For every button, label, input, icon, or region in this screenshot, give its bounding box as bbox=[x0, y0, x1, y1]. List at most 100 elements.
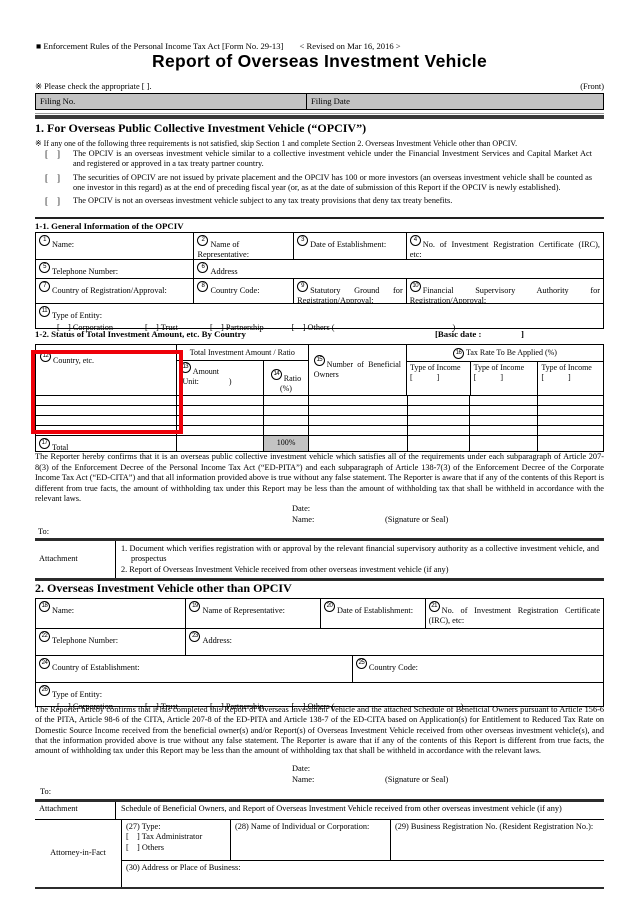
section2-heading: 2. Overseas Investment Vehicle other tha… bbox=[35, 581, 292, 595]
amount-cell[interactable] bbox=[176, 396, 263, 405]
filing-date-field[interactable]: Filing Date bbox=[306, 94, 603, 109]
entity-trust-checkbox[interactable]: [ ] Trust bbox=[145, 702, 178, 712]
total-label-cell: 17 Total bbox=[36, 436, 176, 451]
tax-rate-cell[interactable] bbox=[469, 406, 537, 415]
circled-number: 2 bbox=[197, 235, 209, 246]
to-label[interactable]: To: bbox=[38, 527, 50, 536]
attachment-row: Attachment Schedule of Beneficial Owners… bbox=[35, 802, 604, 819]
income-type-bracket[interactable]: [ ] bbox=[473, 373, 503, 382]
entity-partnership-checkbox[interactable]: [ ] Partnership bbox=[209, 702, 264, 712]
establishment-date-field[interactable]: 20 Date of Establishment: bbox=[320, 599, 425, 628]
name-label[interactable]: Name: bbox=[292, 515, 315, 524]
name-field[interactable]: 1 Name: bbox=[36, 233, 193, 259]
country-code-field[interactable]: 25 Country Code: bbox=[351, 656, 603, 682]
name-label[interactable]: Name: bbox=[292, 775, 315, 784]
name-field[interactable]: 18 Name: bbox=[36, 599, 185, 628]
statutory-ground-field[interactable]: 9 Statutory Ground for Registration/Appro… bbox=[293, 279, 406, 303]
ratio-cell[interactable] bbox=[263, 416, 308, 425]
irc-number-field[interactable]: 4 No. of Investment Registration Certific… bbox=[405, 233, 603, 259]
column-label: Tax Rate To Be Applied (%) bbox=[466, 348, 557, 357]
representative-field[interactable]: 19 Name of Representative: bbox=[185, 599, 320, 628]
business-registration-field[interactable]: (29) Business Registration No. (Resident… bbox=[390, 820, 604, 860]
owners-cell[interactable] bbox=[308, 406, 407, 415]
entity-corporation-checkbox[interactable]: [ ] Corporation bbox=[57, 323, 113, 333]
total-tax-cell[interactable] bbox=[537, 436, 603, 451]
entity-partnership-checkbox[interactable]: [ ] Partnership bbox=[209, 323, 264, 333]
owners-cell[interactable] bbox=[308, 416, 407, 425]
basic-date-field[interactable]: [Basic date : ] bbox=[435, 329, 524, 339]
representative-field[interactable]: 2 Name of Representative: bbox=[193, 233, 293, 259]
establishment-country-field[interactable]: 24 Country of Establishment: bbox=[36, 656, 352, 682]
section2-confirmation-text: The Reporter hereby confirms that it has… bbox=[35, 705, 604, 756]
investment-status-table: 12 Country, etc. Total Investment Amount … bbox=[35, 344, 604, 452]
date-label[interactable]: Date: bbox=[292, 504, 311, 513]
establishment-date-field[interactable]: 3 Date of Establishment: bbox=[293, 233, 406, 259]
entity-trust-checkbox[interactable]: [ ] Trust bbox=[145, 323, 178, 333]
signature-label: (Signature or Seal) bbox=[385, 515, 449, 524]
tax-rate-cell[interactable] bbox=[406, 426, 470, 435]
tax-rate-cell[interactable] bbox=[537, 416, 603, 425]
registration-country-field[interactable]: 7 Country of Registration/Approval: bbox=[36, 279, 193, 303]
filing-no-field[interactable]: Filing No. bbox=[40, 96, 76, 106]
form-reference-line: ■ Enforcement Rules of the Personal Inco… bbox=[36, 41, 401, 52]
circled-number: 5 bbox=[39, 262, 50, 273]
tax-rate-cell[interactable] bbox=[469, 396, 537, 405]
tax-rate-cell[interactable] bbox=[469, 416, 537, 425]
signature-label: (Signature or Seal) bbox=[385, 775, 449, 784]
tax-rate-cell[interactable] bbox=[406, 406, 470, 415]
to-label[interactable]: To: bbox=[40, 787, 52, 796]
others-checkbox[interactable]: [ ] Others bbox=[126, 842, 165, 852]
telephone-field[interactable]: 5 Telephone Number: bbox=[36, 260, 193, 278]
section1-2-heading: 1-2. Status of Total Investment Amount, … bbox=[35, 329, 246, 339]
date-label[interactable]: Date: bbox=[292, 764, 311, 773]
requirement3-text: The OPCIV is not an overseas investment … bbox=[73, 196, 453, 206]
total-tax-cell[interactable] bbox=[469, 436, 537, 451]
total-tax-cell[interactable] bbox=[406, 436, 470, 451]
country-code-field[interactable]: 8 Country Code: bbox=[193, 279, 293, 303]
owners-cell[interactable] bbox=[308, 426, 407, 435]
requirement1-checkbox[interactable]: [ ] bbox=[45, 149, 60, 159]
owners-cell[interactable] bbox=[308, 396, 407, 405]
total-investment-header: Total Investment Amount / Ratio bbox=[176, 345, 308, 361]
tax-rate-cell[interactable] bbox=[406, 396, 470, 405]
entity-corporation-checkbox[interactable]: [ ] Corporation bbox=[57, 702, 113, 712]
tax-rate-cell[interactable] bbox=[537, 406, 603, 415]
amount-cell[interactable] bbox=[176, 426, 263, 435]
address-field[interactable]: 6 Address bbox=[193, 260, 603, 278]
section1-2-heading-row: 1-2. Status of Total Investment Amount, … bbox=[35, 329, 604, 340]
amount-unit[interactable]: (Unit: ) bbox=[179, 377, 232, 386]
circled-number: 25 bbox=[355, 658, 367, 669]
tax-rate-cell[interactable] bbox=[537, 426, 603, 435]
supervisory-authority-field[interactable]: 10 Financial Supervisory Authority for Re… bbox=[405, 279, 603, 303]
address-field[interactable]: 23 Address: bbox=[185, 629, 603, 655]
tax-rate-cell[interactable] bbox=[469, 426, 537, 435]
check-note: ※ Please check the appropriate [ ]. bbox=[35, 82, 152, 91]
total-label: Total bbox=[52, 443, 69, 451]
attorney-address-field[interactable]: (30) Address or Place of Business: bbox=[122, 860, 604, 887]
income-type-bracket[interactable]: [ ] bbox=[541, 373, 571, 382]
ratio-cell[interactable] bbox=[263, 406, 308, 415]
income-type-column-header: Type of Income [ ] bbox=[469, 362, 538, 395]
tax-rate-cell[interactable] bbox=[537, 396, 603, 405]
requirement2-checkbox[interactable]: [ ] bbox=[45, 172, 60, 183]
total-amount-cell[interactable] bbox=[176, 436, 263, 451]
attorney-in-fact-grid: Attorney-in-Fact (27) Type: [ ] Tax Admi… bbox=[35, 819, 604, 887]
ratio-cell[interactable] bbox=[263, 426, 308, 435]
field-label: Country Code: bbox=[368, 663, 418, 672]
requirement3-checkbox[interactable]: [ ] bbox=[45, 196, 60, 207]
circled-number: 11 bbox=[39, 306, 50, 317]
ratio-cell[interactable] bbox=[263, 396, 308, 405]
tax-rate-cell[interactable] bbox=[406, 416, 470, 425]
tax-administrator-checkbox[interactable]: [ ] Tax Administrator bbox=[126, 832, 203, 842]
column-label: Ratio (%) bbox=[279, 374, 302, 393]
column-label: Number of Beneficial Owners bbox=[313, 360, 401, 379]
amount-cell[interactable] bbox=[176, 416, 263, 425]
entity-others-checkbox[interactable]: [ ] Others ( bbox=[291, 323, 335, 333]
amount-cell[interactable] bbox=[176, 406, 263, 415]
income-type-bracket[interactable]: [ ] bbox=[410, 373, 440, 382]
total-owners-cell[interactable] bbox=[308, 436, 407, 451]
telephone-field[interactable]: 22 Telephone Number: bbox=[36, 629, 185, 655]
entity-others-checkbox[interactable]: [ ] Others ( bbox=[291, 702, 335, 712]
attorney-name-field[interactable]: (28) Name of Individual or Corporation: bbox=[230, 820, 390, 860]
irc-number-field[interactable]: 21 No. of Investment Registration Certifi… bbox=[424, 599, 603, 628]
